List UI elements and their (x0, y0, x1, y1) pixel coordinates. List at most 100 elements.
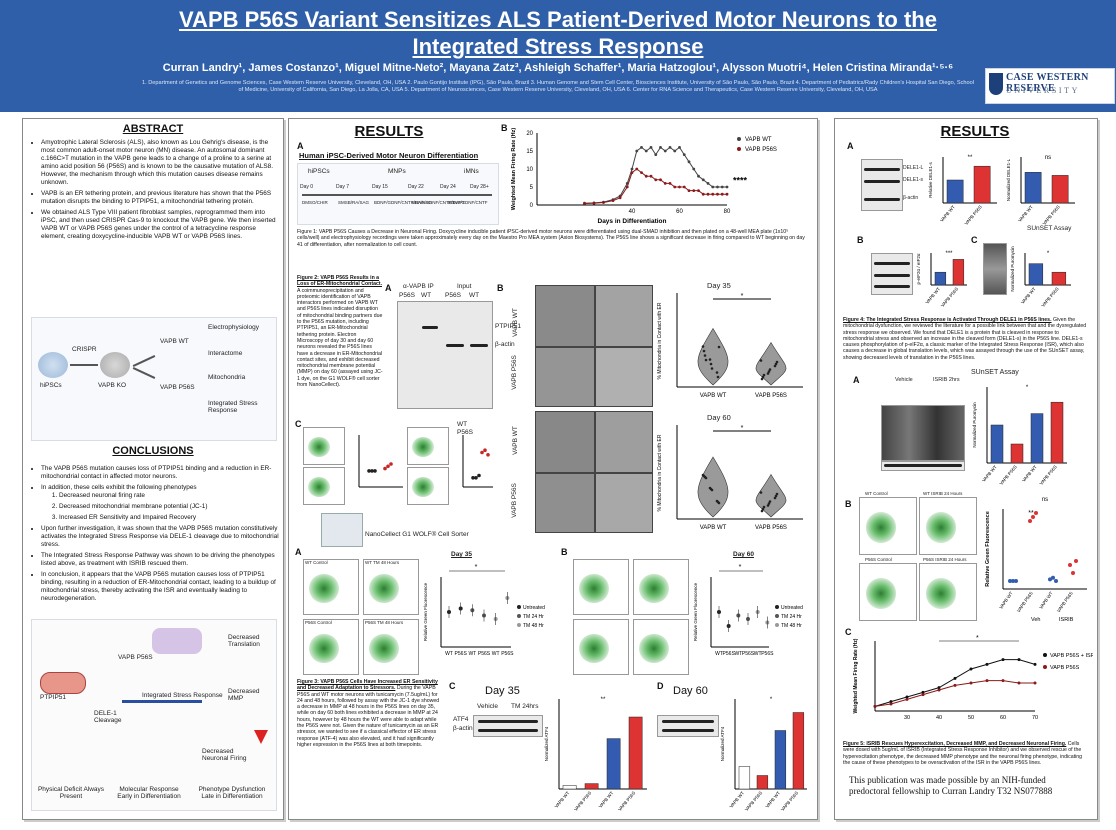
em-image (535, 411, 595, 473)
puromycin-blot (983, 243, 1007, 295)
fig5-caption-text: Cells were dosed with 5ug/mL of ISRIB (I… (843, 741, 1082, 766)
day-label: Day 15 (372, 184, 388, 190)
data-point (774, 494, 778, 498)
data-point (480, 450, 484, 455)
media-label: BDNF/GDNF/CNTF/DAPT (412, 200, 465, 205)
data-point (773, 496, 777, 500)
dele1-blot (861, 159, 903, 211)
blot-row-label: ATF4 (453, 716, 469, 723)
data-point (1033, 681, 1037, 685)
data-point (759, 491, 763, 494)
data-point (611, 199, 615, 203)
abstract-title: ABSTRACT (122, 123, 184, 135)
cell-cluster-icon (100, 352, 130, 378)
data-point (775, 360, 779, 364)
em-image (595, 411, 653, 473)
fig2-panel-a-label: A (385, 283, 392, 293)
coip-blot: α-VAPB IP Input P56S WT P56S WT (397, 283, 493, 409)
blot-band (884, 464, 962, 467)
x-tick-label: WT (445, 651, 453, 657)
data-point (630, 171, 634, 174)
legend-label: TM 48 Hr (781, 623, 802, 629)
data-point (720, 185, 724, 189)
blot-header-ip: α-VAPB IP (403, 283, 434, 290)
conclusions-list: The VAPB P56S mutation causes loss of PT… (29, 465, 285, 606)
flow-plot-wt-control (859, 497, 917, 555)
data-point (725, 192, 729, 196)
flow-label: WT Control (305, 560, 328, 565)
y-axis-label: p-eIF2α / eIF2α (916, 253, 921, 284)
data-point (1008, 579, 1012, 583)
legend-label: VAPB P56S + ISRIB (1050, 653, 1093, 659)
data-point (692, 189, 696, 192)
legend-marker (517, 623, 521, 627)
legend-marker (517, 614, 521, 618)
flow-cloud (308, 477, 330, 497)
significance-marker: * (770, 697, 773, 703)
bar (774, 730, 787, 790)
significance-marker: **** (733, 175, 748, 185)
fig4-caption: Figure 4: The Integrated Stress Response… (843, 317, 1089, 361)
abstract-list: Amyotrophic Lateral Sclerosis (ALS), als… (29, 139, 277, 241)
x-tick-label: VAPB WT (1038, 591, 1054, 610)
data-point (654, 178, 658, 182)
data-point (717, 345, 721, 349)
phenotype-item: Increased ER Sensitivity and Impaired Re… (59, 514, 285, 522)
fig4-panel-a-label: A (847, 141, 854, 151)
data-point (766, 504, 770, 507)
data-point (716, 192, 719, 196)
y-tick-label: 0 (530, 203, 534, 209)
blot-header-input: Input (457, 283, 472, 290)
stage-label: iMNs (464, 168, 479, 175)
abstract-panel: ABSTRACT Amyotrophic Lateral Sclerosis (… (22, 118, 284, 820)
flow-cloud (925, 512, 957, 543)
lane-label: P56S (445, 292, 461, 299)
data-point (654, 153, 658, 156)
puromycin-bar: Normalized Puromycin VAPB WT VAPB P56S * (1010, 246, 1071, 308)
logo-text-bottom: UNIVERSITY (1006, 86, 1080, 95)
flow-label: WT Control (865, 491, 888, 496)
data-point (969, 681, 973, 685)
significance-marker: ns (1042, 497, 1048, 503)
x-tick-label: VAPB P56S (780, 790, 799, 812)
flow-plot (407, 427, 449, 465)
footer-label: Molecular Response Early in Differentiat… (117, 786, 181, 800)
fig2-caption-title: Figure 2: VAPB P56S Results in a Loss of… (297, 275, 383, 288)
flow-cloud (309, 573, 340, 604)
fig3-panel-a-label: A (295, 547, 302, 557)
abstract-item: VAPB is an ER tethering protein, and pre… (41, 190, 277, 206)
data-point (1014, 579, 1018, 583)
footer-label: Physical Deficit Always Present (37, 786, 105, 800)
x-tick-label: VAPB WT (1020, 286, 1037, 305)
data-point (678, 146, 681, 149)
conclusion-item: The VAPB P56S mutation causes loss of PT… (41, 465, 285, 481)
x-tick-label: VAPB P56S (964, 204, 983, 226)
data-point (668, 182, 672, 185)
bar (973, 165, 991, 204)
band-label-actin: β-actin (495, 341, 515, 348)
blot-band (422, 326, 438, 329)
sunset-label: SUnSET Assay (1027, 225, 1072, 232)
data-point (969, 667, 973, 671)
conclusion-item: In conclusion, it appears that the VAPB … (41, 571, 285, 603)
x-tick-label: VAPB WT (700, 525, 727, 531)
bar (1028, 263, 1044, 286)
fig3-caption: Figure 3: VAPB P56S Cells Have Increased… (297, 679, 441, 748)
data-point (701, 345, 705, 348)
data-point (486, 453, 490, 457)
fig3-day60-title: Day 60 (733, 551, 754, 558)
atf4-blot (473, 715, 543, 737)
bar (584, 783, 599, 790)
data-point (663, 182, 667, 185)
flow-plot-wt-control (303, 559, 359, 615)
flow-plot-p56s-tm (363, 619, 419, 675)
data-point (659, 146, 662, 149)
series-line (584, 168, 727, 205)
bar (952, 259, 965, 286)
data-point (761, 507, 765, 511)
lane-label: WT (421, 292, 432, 299)
legend-marker (1043, 665, 1047, 669)
y-axis-label: Relative DELE1-s (928, 161, 933, 197)
isrib-firing-chart: Weighted Mean Firing Rate (Hz) 30 40 50 60 70… (853, 635, 1093, 721)
